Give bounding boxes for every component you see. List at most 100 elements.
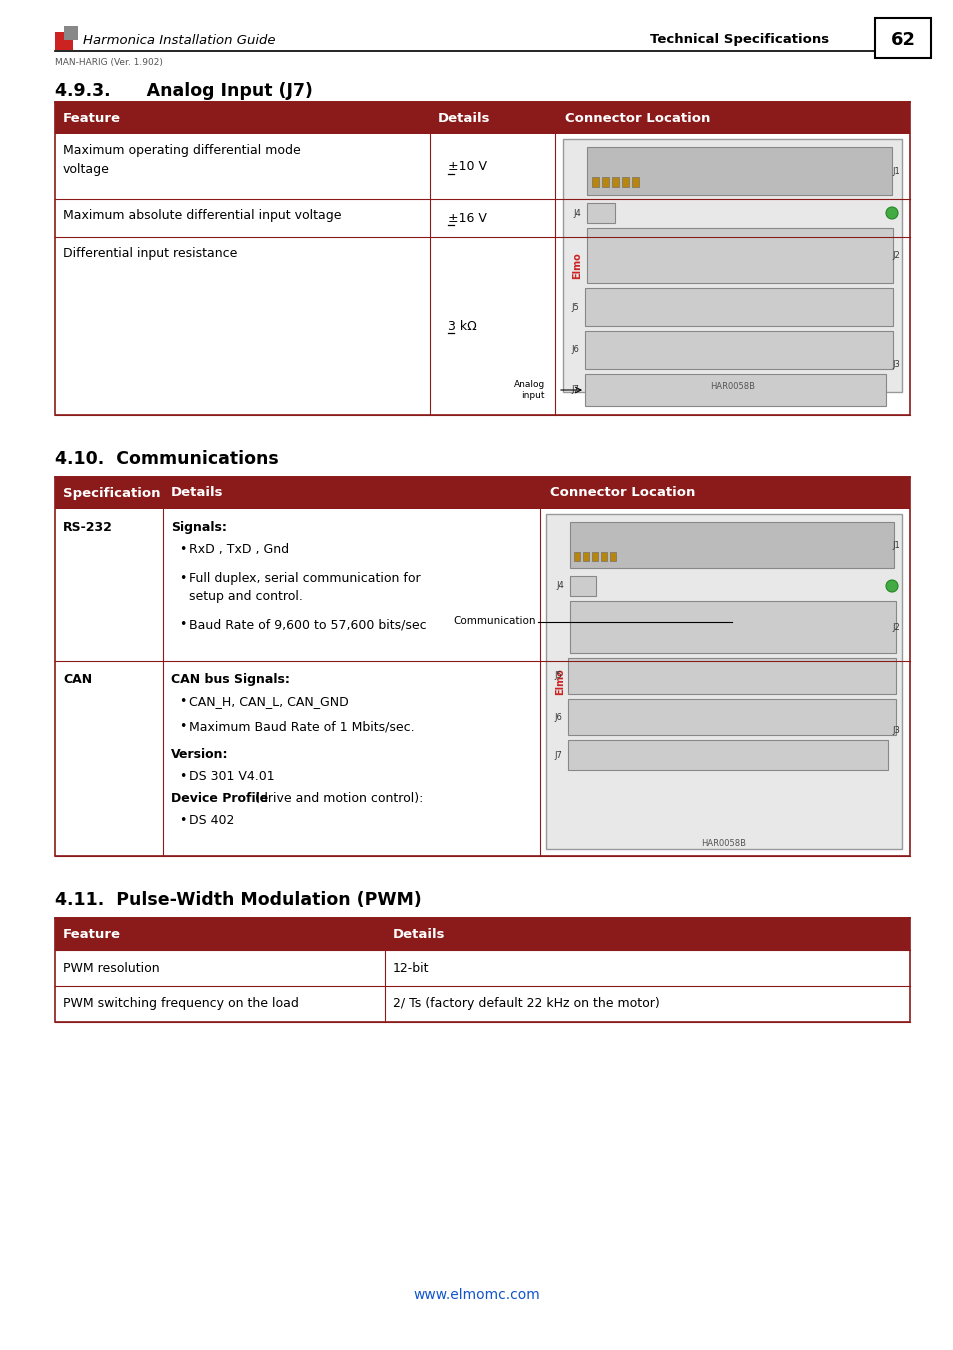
Text: Baud Rate of 9,600 to 57,600 bits/sec: Baud Rate of 9,600 to 57,600 bits/sec [189, 618, 426, 630]
Text: MAN-HARIG (Ver. 1.902): MAN-HARIG (Ver. 1.902) [55, 58, 163, 66]
Text: DS 301 V4.01: DS 301 V4.01 [189, 769, 274, 783]
Text: Details: Details [171, 486, 223, 500]
Bar [567, 740, 887, 770]
Circle shape [885, 580, 897, 593]
Text: 4.11.  Pulse-Width Modulation (PWM): 4.11. Pulse-Width Modulation (PWM) [55, 891, 421, 909]
Bar [55, 477, 909, 509]
Text: J1: J1 [891, 540, 899, 549]
Text: PWM switching frequency on the load: PWM switching frequency on the load [63, 998, 298, 1011]
Text: Analog
input: Analog input [514, 379, 544, 400]
Text: J5: J5 [571, 302, 578, 312]
Bar [569, 522, 893, 568]
Text: ±10 V: ±10 V [448, 161, 486, 173]
Text: CAN bus Signals:: CAN bus Signals: [171, 674, 290, 686]
Text: J6: J6 [571, 346, 578, 355]
Bar [55, 918, 909, 1022]
Bar [612, 177, 618, 188]
Text: Harmonica Installation Guide: Harmonica Installation Guide [83, 34, 275, 46]
Text: Device Profile: Device Profile [171, 792, 268, 805]
Text: Differential input resistance: Differential input resistance [63, 247, 237, 261]
Bar [569, 576, 596, 595]
Text: Connector Location: Connector Location [564, 112, 710, 124]
Text: Communication: Communication [453, 617, 536, 626]
Bar [582, 552, 588, 562]
Bar [55, 950, 909, 986]
Bar [545, 514, 901, 849]
Bar [562, 139, 901, 392]
Bar [55, 477, 909, 856]
Bar [567, 657, 895, 694]
Bar [586, 202, 615, 223]
Text: ±16 V: ±16 V [448, 212, 486, 224]
Text: Connector Location: Connector Location [550, 486, 695, 500]
Bar [64, 26, 78, 40]
Text: Signals:: Signals: [171, 521, 227, 535]
Bar [55, 103, 909, 134]
Bar [55, 198, 909, 238]
Text: J4: J4 [573, 208, 580, 217]
Text: J3: J3 [891, 726, 899, 734]
Bar [55, 32, 73, 50]
Bar [584, 288, 892, 325]
Text: www.elmomc.com: www.elmomc.com [414, 1288, 539, 1301]
Text: •: • [179, 769, 186, 783]
Text: •: • [179, 720, 186, 733]
Bar [55, 986, 909, 1022]
Bar [621, 177, 628, 188]
Text: J7: J7 [554, 751, 561, 760]
Text: Details: Details [393, 927, 445, 941]
Bar [592, 552, 598, 562]
Bar [609, 552, 616, 562]
Bar [592, 177, 598, 188]
Text: (drive and motion control):: (drive and motion control): [251, 792, 423, 805]
Bar [631, 177, 639, 188]
Text: HAR0058B: HAR0058B [709, 382, 754, 391]
Text: 12-bit: 12-bit [393, 961, 429, 975]
Text: Feature: Feature [63, 112, 121, 124]
Bar [586, 228, 892, 284]
Text: PWM resolution: PWM resolution [63, 961, 159, 975]
Bar [586, 147, 891, 194]
Text: 4.9.3.      Analog Input (J7): 4.9.3. Analog Input (J7) [55, 82, 313, 100]
Bar [601, 177, 608, 188]
Text: J4: J4 [556, 582, 563, 590]
Text: 3 kΩ: 3 kΩ [448, 320, 476, 332]
Bar [569, 601, 895, 653]
Text: 62: 62 [889, 31, 915, 49]
Text: Full duplex, serial communication for
setup and control.: Full duplex, serial communication for se… [189, 572, 420, 603]
Bar [55, 918, 909, 950]
Text: Maximum absolute differential input voltage: Maximum absolute differential input volt… [63, 209, 341, 221]
Text: J3: J3 [891, 360, 899, 369]
Text: •: • [179, 543, 186, 556]
Text: •: • [179, 814, 186, 828]
Text: •: • [179, 572, 186, 585]
Bar [55, 238, 909, 414]
Bar [55, 662, 909, 856]
Text: J2: J2 [891, 251, 899, 261]
Text: 2/ Ts (factory default 22 kHz on the motor): 2/ Ts (factory default 22 kHz on the mot… [393, 998, 659, 1011]
Text: Technical Specifications: Technical Specifications [649, 34, 828, 46]
Bar [55, 509, 909, 662]
Text: J1: J1 [891, 166, 899, 176]
Bar [574, 552, 579, 562]
Text: CAN: CAN [63, 674, 92, 686]
Bar [584, 331, 892, 369]
Text: RS-232: RS-232 [63, 521, 112, 535]
Text: RxD , TxD , Gnd: RxD , TxD , Gnd [189, 543, 289, 556]
Text: Feature: Feature [63, 927, 121, 941]
Text: J2: J2 [891, 622, 899, 632]
Circle shape [885, 207, 897, 219]
Bar [55, 103, 909, 414]
Text: Details: Details [437, 112, 490, 124]
Bar [600, 552, 606, 562]
Text: J6: J6 [554, 713, 561, 721]
Text: •: • [179, 618, 186, 630]
Text: J7: J7 [571, 386, 578, 394]
Text: Maximum Baud Rate of 1 Mbits/sec.: Maximum Baud Rate of 1 Mbits/sec. [189, 720, 415, 733]
Bar [584, 374, 885, 406]
Text: CAN_H, CAN_L, CAN_GND: CAN_H, CAN_L, CAN_GND [189, 695, 349, 707]
Bar [55, 134, 909, 198]
Text: Version:: Version: [171, 748, 229, 761]
Text: J5: J5 [554, 671, 561, 680]
Text: HAR0058B: HAR0058B [700, 838, 745, 848]
